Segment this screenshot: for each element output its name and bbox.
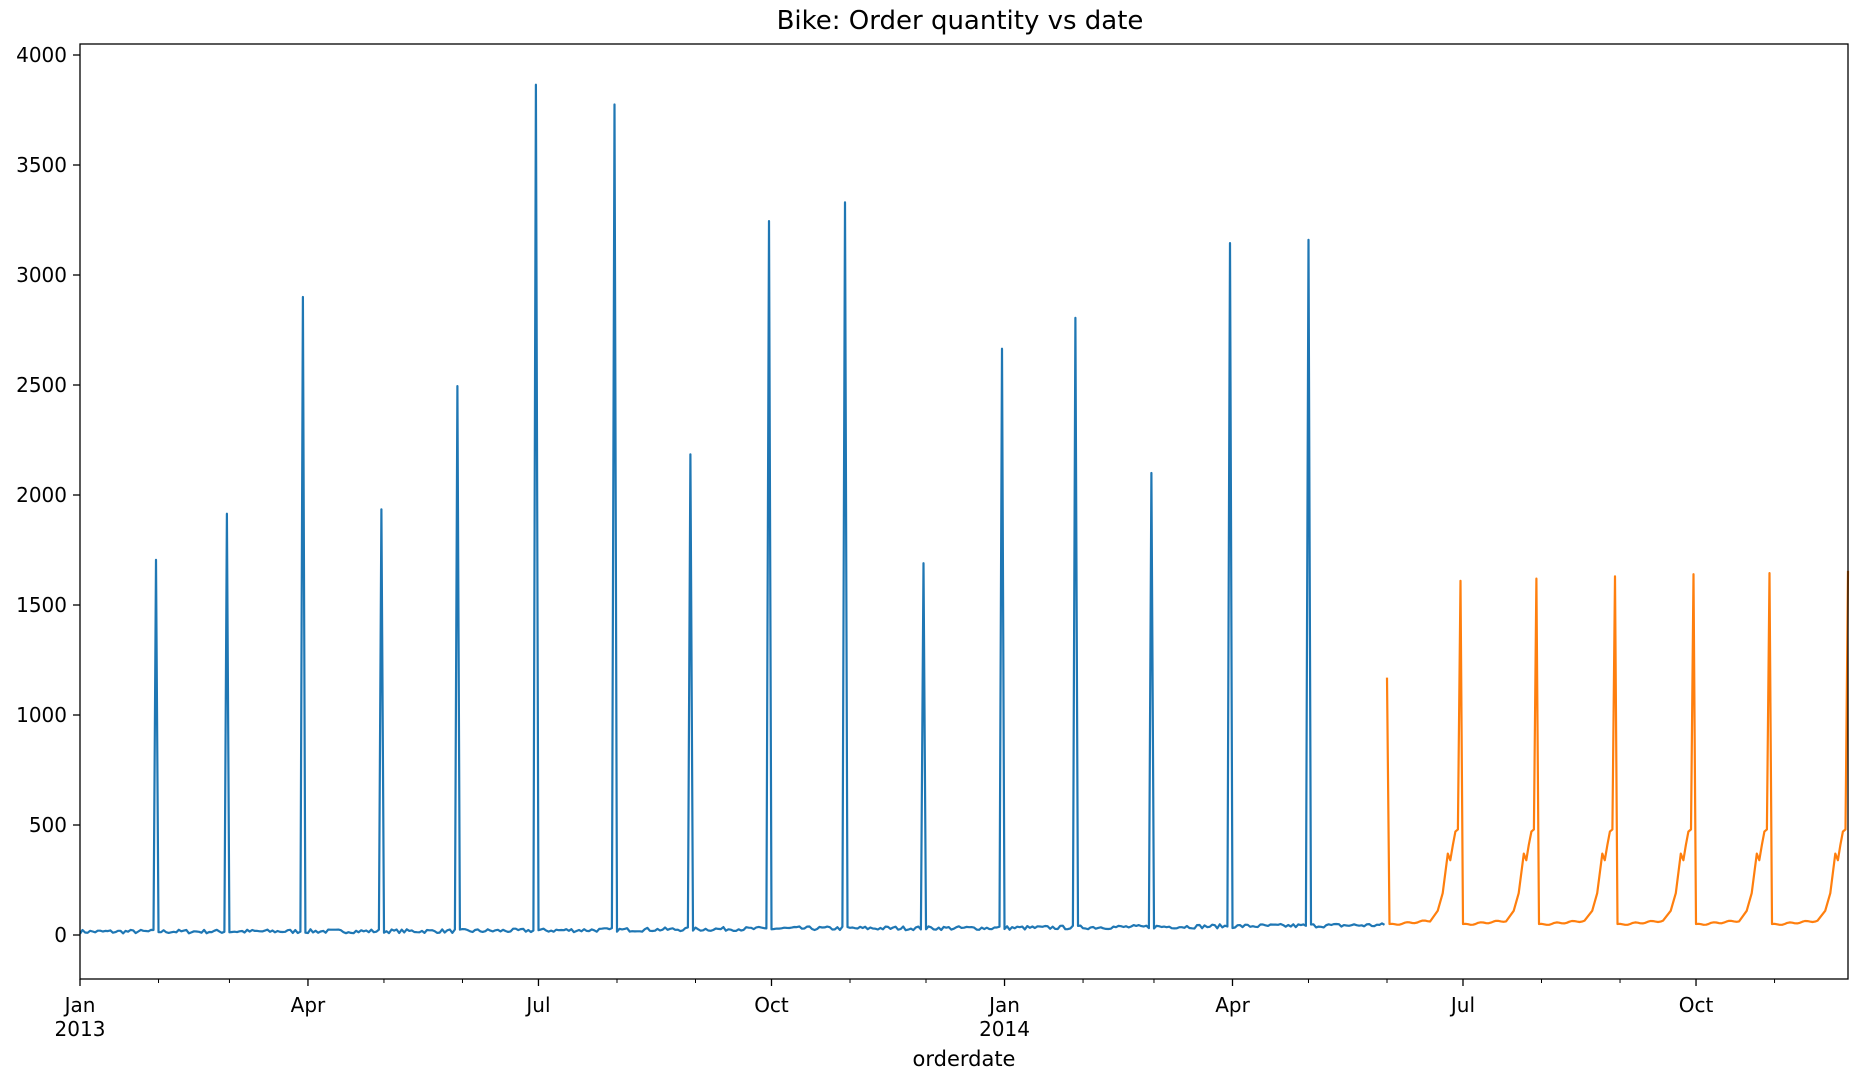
y-tick-label: 2500 — [16, 373, 67, 397]
y-tick-label: 1500 — [16, 593, 67, 617]
y-tick-label: 500 — [29, 813, 67, 837]
y-tick-label: 4000 — [16, 43, 67, 67]
x-tick-label: Oct — [1679, 993, 1714, 1017]
x-tick-label: Jul — [1449, 993, 1475, 1017]
y-tick-label: 3500 — [16, 153, 67, 177]
x-tick-label: Jan — [987, 993, 1020, 1017]
y-axis: 0 500 1000 1500 2000 2500 3000 3500 4000 — [16, 43, 80, 947]
x-axis-label: orderdate — [913, 1047, 1016, 1067]
y-tick-label: 2000 — [16, 483, 67, 507]
x-tick-label: Jul — [524, 993, 550, 1017]
series-1-line — [79, 83, 1386, 935]
chart-title: Bike: Order quantity vs date — [777, 6, 1144, 36]
x-tick-sublabel: 2013 — [55, 1017, 106, 1041]
series-2-line — [1385, 570, 1850, 926]
x-tick-label: Oct — [754, 993, 789, 1017]
x-tick-label: Apr — [291, 993, 326, 1017]
plot-lines — [79, 83, 1850, 935]
x-tick-label: Jan — [63, 993, 96, 1017]
plot-frame — [79, 43, 1849, 980]
y-tick-label: 1000 — [16, 703, 67, 727]
x-tick-sublabel: 2014 — [979, 1017, 1030, 1041]
y-tick-label: 0 — [54, 923, 67, 947]
x-tick-label: Apr — [1215, 993, 1250, 1017]
y-tick-label: 3000 — [16, 263, 67, 287]
